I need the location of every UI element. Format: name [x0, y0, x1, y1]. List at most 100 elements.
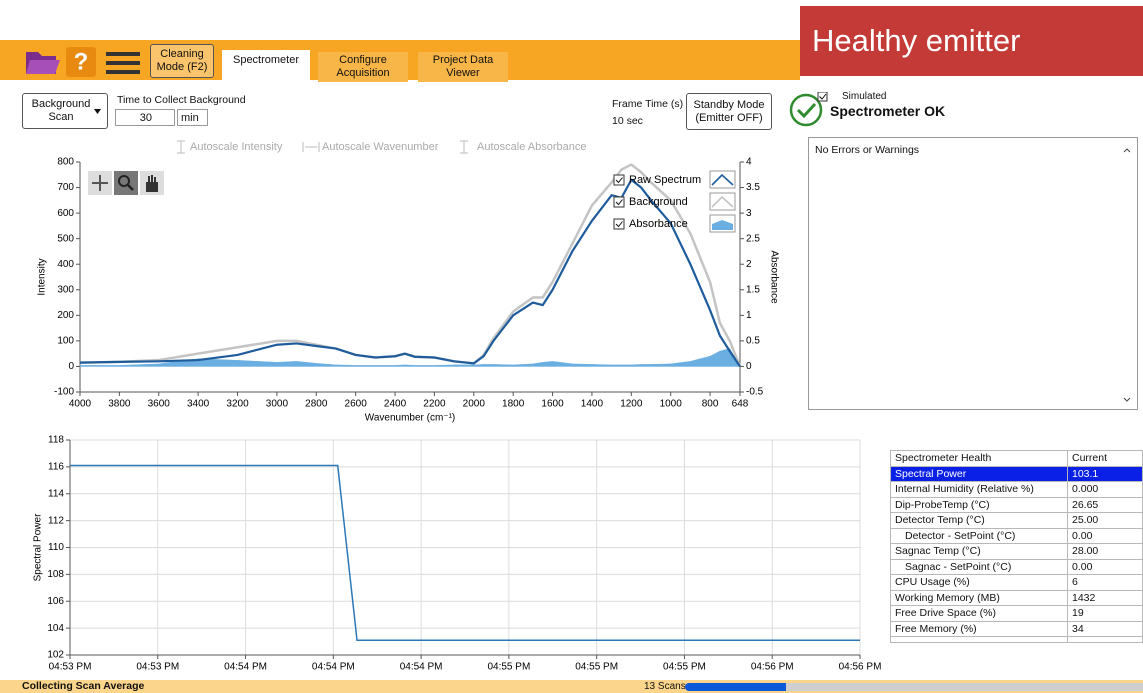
graph-tools — [88, 171, 164, 195]
value-cell: 34 — [1067, 620, 1143, 637]
y-tick-label: 400 — [57, 259, 74, 270]
health-row[interactable]: Detector - SetPoint (°C) 0.00 — [890, 527, 1143, 544]
legend-checkbox[interactable] — [613, 218, 625, 230]
name-cell: Free Memory (%) — [890, 620, 1068, 637]
tab-spectrometer[interactable]: Spectrometer — [222, 50, 310, 80]
name-cell: CPU Usage (%) — [890, 574, 1068, 591]
autoscale-intensity[interactable]: Autoscale Intensity — [190, 141, 283, 153]
tab-label: Acquisition — [336, 67, 390, 79]
legend-checkbox[interactable] — [613, 196, 625, 208]
legend-label: Absorbance — [629, 218, 688, 230]
unit-select[interactable]: min — [177, 109, 208, 126]
legend-swatch — [711, 195, 734, 208]
scan-count: 13 Scans — [644, 681, 686, 692]
y-tick-label: 106 — [47, 596, 64, 607]
label: Cleaning — [160, 48, 204, 60]
x-tick-label: 3400 — [187, 399, 210, 410]
label: Mode (F2) — [156, 61, 208, 73]
x-tick-label: 2600 — [345, 399, 368, 410]
value-cell: 26.65 — [1067, 496, 1143, 513]
legend-check — [615, 221, 623, 228]
legend-swatch — [712, 220, 733, 230]
help-icon[interactable] — [66, 47, 96, 77]
legend-check — [615, 199, 623, 206]
errors-box: No Errors or Warnings — [808, 137, 1138, 410]
x-tick-label: 04:56 PM — [839, 662, 882, 673]
y2-tick-label: 2.5 — [746, 233, 760, 244]
x-tick-label: 04:55 PM — [663, 662, 706, 673]
y-tick-label: 112 — [48, 515, 64, 526]
health-row[interactable]: Sagnac - SetPoint (°C) 0.00 — [890, 558, 1143, 575]
label: (Emitter OFF) — [695, 111, 763, 124]
time-input[interactable]: 30 — [115, 109, 175, 126]
autoscale-absorbance[interactable]: Autoscale Absorbance — [477, 141, 587, 153]
name-cell: Free Drive Space (%) — [890, 605, 1068, 622]
health-row[interactable]: Free Drive Space (%) 19 — [890, 605, 1143, 622]
name-cell: Spectral Power — [890, 465, 1068, 482]
tab-project[interactable]: Project Data Viewer — [418, 52, 508, 82]
zoom-tool[interactable] — [114, 171, 138, 195]
y-tick-label: -100 — [54, 387, 74, 398]
x-tick-label: 3600 — [148, 399, 171, 410]
health-row[interactable]: Detector Temp (°C) 25.00 — [890, 512, 1143, 529]
autoscale-wavenumber[interactable]: Autoscale Wavenumber — [322, 141, 439, 153]
legend-checkbox[interactable] — [613, 174, 625, 186]
background-scan-dropdown[interactable]: Background Scan — [22, 93, 108, 129]
x-tick-label: 1800 — [502, 399, 525, 410]
x-tick-label: 648 — [732, 399, 749, 410]
tab-label: Configure — [339, 54, 387, 66]
y-tick-label: 0 — [68, 361, 74, 372]
tab-label: Project Data — [432, 54, 494, 66]
name-cell: Detector - SetPoint (°C) — [890, 527, 1068, 544]
y-tick-label: 200 — [57, 310, 74, 321]
y-tick-label: 102 — [47, 650, 64, 661]
health-row[interactable]: Spectral Power 103.1 — [890, 465, 1143, 482]
health-row[interactable]: Sagnac Temp (°C) 28.00 — [890, 543, 1143, 560]
value-cell: 103.1 — [1067, 465, 1143, 482]
tab-configure[interactable]: Configure Acquisition — [318, 52, 408, 82]
header-cell: Current — [1067, 450, 1143, 467]
ok-icon — [789, 92, 828, 127]
header-cell: Spectrometer Health — [890, 450, 1068, 467]
y2-axis-label: Absorbance — [768, 250, 779, 304]
cleaning-button[interactable]: Cleaning Mode (F2) — [150, 44, 214, 78]
scrollbar[interactable] — [1123, 144, 1131, 406]
name-cell: Detector Temp (°C) — [890, 512, 1068, 529]
x-tick-label: 1000 — [660, 399, 683, 410]
value-cell: 25.00 — [1067, 512, 1143, 529]
legend-icon — [709, 192, 736, 211]
frame-time-value: 10 sec — [612, 115, 643, 127]
status-message: Spectrometer OK — [830, 103, 946, 119]
y-tick-label: 800 — [57, 157, 74, 168]
y-tick-label: 108 — [47, 569, 64, 580]
y2-tick-label: 4 — [746, 157, 752, 168]
health-row[interactable]: Working Memory (MB) 1432 — [890, 589, 1143, 606]
progress-fill — [685, 683, 786, 691]
menu-icon[interactable] — [106, 52, 140, 56]
health-row[interactable]: Free Memory (%) 34 — [890, 620, 1143, 637]
health-row[interactable]: CPU Usage (%) 6 — [890, 574, 1143, 591]
x-tick-label: 04:53 PM — [136, 662, 179, 673]
name-cell: Working Memory (MB) — [890, 589, 1068, 606]
x-tick-label: 4000 — [69, 399, 92, 410]
y2-tick-label: -0.5 — [746, 387, 764, 398]
tab-label: Spectrometer — [232, 54, 300, 66]
label: Background — [31, 98, 91, 110]
health-row[interactable]: Internal Humidity (Relative %) 0.000 — [890, 481, 1143, 498]
value-cell: 0.000 — [1067, 481, 1143, 498]
x-tick-label: 2400 — [384, 399, 407, 410]
dropdown-arrow — [94, 109, 101, 114]
y-tick-label: 110 — [48, 542, 64, 553]
tab-label: Viewer — [446, 67, 480, 79]
health-row[interactable]: Dip-ProbeTemp (°C) 26.65 — [890, 496, 1143, 513]
x-tick-label: 1200 — [620, 399, 643, 410]
y2-tick-label: 0.5 — [746, 336, 760, 347]
menu-bar — [106, 61, 140, 65]
x-tick-label: 04:55 PM — [575, 662, 618, 673]
x-tick-label: 04:54 PM — [400, 662, 443, 673]
y-axis-label: Intensity — [37, 258, 48, 295]
legend-check — [615, 177, 623, 184]
simulated-checkbox[interactable]: Simulated — [842, 91, 887, 102]
standby-button[interactable]: Standby Mode (Emitter OFF) — [686, 93, 772, 130]
value-cell: 28.00 — [1067, 543, 1143, 560]
